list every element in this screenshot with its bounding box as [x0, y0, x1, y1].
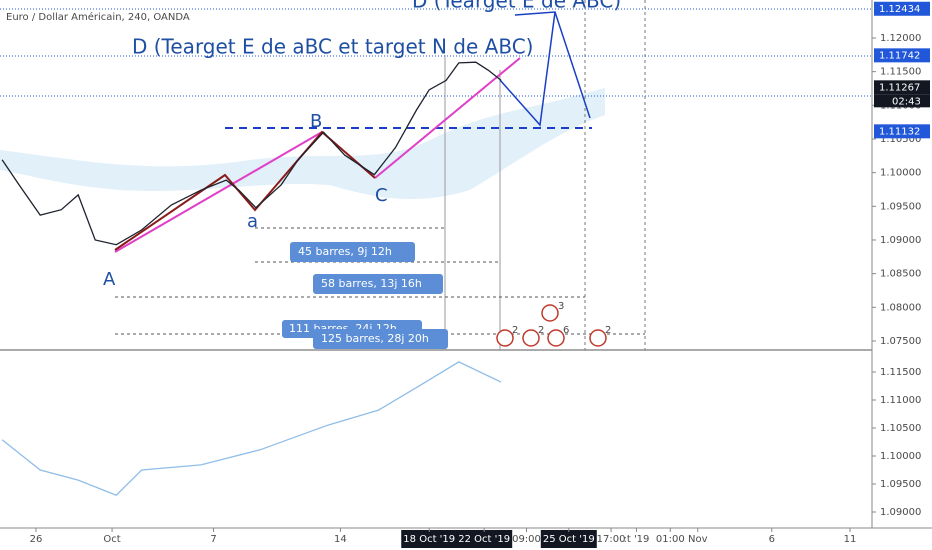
- x-tick-highlight: [456, 530, 513, 548]
- event-count: 2: [605, 325, 611, 336]
- x-tick-label: 6: [769, 534, 775, 545]
- y-tick-label: 1.10000: [880, 451, 921, 462]
- price-line: [1, 61, 502, 246]
- x-tick-label: 11: [844, 534, 857, 545]
- y-tick-label: 1.10500: [880, 423, 921, 434]
- event-count: 2: [538, 325, 544, 336]
- measure-box: [313, 329, 448, 349]
- y-tick-label: 1.09500: [880, 479, 921, 490]
- x-tick-label: 26: [30, 534, 43, 545]
- arrow: [514, 11, 591, 119]
- point-label: B: [310, 111, 322, 132]
- y-tick-label: 1.11000: [880, 395, 921, 406]
- y-tick-label: 1.11500: [880, 367, 921, 378]
- trendline: [114, 131, 323, 253]
- event-badge: [522, 329, 540, 347]
- measure-label: 58 barres, 13j 16h: [321, 277, 422, 290]
- y-tick-label: 1.09500: [880, 201, 921, 212]
- y-tick-label: 1.09000: [880, 235, 921, 246]
- y-tick-label: 1.08500: [880, 269, 921, 280]
- y-tick-label: 1.10000: [880, 168, 921, 179]
- event-count: 2: [512, 325, 518, 336]
- event-count: 6: [563, 325, 569, 336]
- event-badge: [547, 329, 565, 347]
- price-label: 1.12434: [879, 4, 920, 15]
- x-tick-highlight: [540, 530, 597, 548]
- measure-box: [313, 274, 443, 294]
- measure-label: 125 barres, 28j 20h: [321, 332, 429, 345]
- annotation: D (Tearget E de aBC et target N de ABC): [132, 35, 533, 59]
- trendline: [374, 57, 521, 179]
- y-tick-label: 1.09000: [880, 507, 921, 518]
- x-tick-highlight: [401, 530, 458, 548]
- y-tick-label: 1.10500: [880, 134, 921, 145]
- y-tick-label: 1.11500: [880, 67, 921, 78]
- point-label: C: [375, 185, 388, 206]
- price-label: 1.11132: [879, 126, 920, 137]
- arrow: [499, 11, 556, 127]
- x-tick-label: 14: [334, 534, 347, 545]
- zigzag: [114, 130, 376, 251]
- event-badge: [589, 329, 607, 347]
- event-badge: [541, 304, 559, 322]
- x-tick-label: Nov: [688, 534, 708, 545]
- y-tick-label: 1.12000: [880, 33, 921, 44]
- timer-box: [874, 94, 930, 108]
- events: 2 3 2 6 2: [496, 301, 611, 347]
- x-tick-label: 09:00: [512, 534, 541, 545]
- measure-label: 45 barres, 9j 12h: [298, 245, 392, 258]
- event-badge: [496, 329, 514, 347]
- x-tick-label: 7: [210, 534, 216, 545]
- x-tick-label: Oct: [103, 534, 120, 545]
- price-line: [1, 361, 502, 496]
- x-tick-label: :t '19: [623, 534, 649, 545]
- price-label: 1.11267: [879, 82, 920, 93]
- point-label: a: [247, 211, 258, 232]
- x-tick-label: 25 Oct '19: [543, 534, 595, 545]
- y-tick-label: 1.07500: [880, 336, 921, 347]
- point-label: A: [103, 269, 116, 290]
- price-label-box: [874, 48, 930, 63]
- x-tick-label: 01:00: [656, 534, 685, 545]
- price-label-box: [874, 80, 930, 95]
- y-tick-label: 1.08000: [880, 302, 921, 313]
- x-tick-label: 18 Oct '19: [403, 534, 455, 545]
- timer: 02:43: [892, 96, 921, 107]
- event-count: 3: [558, 301, 564, 312]
- price-label: 1.11742: [879, 50, 920, 61]
- x-tick-label: 22 Oct '19: [458, 534, 510, 545]
- price-label-box: [874, 1, 930, 16]
- price-label-box: [874, 124, 930, 139]
- annotation: D (Tearget E de ABC): [412, 0, 621, 13]
- measure-box: [290, 242, 415, 262]
- header: Euro / Dollar Américain, 240, OANDA: [6, 11, 190, 23]
- x-tick-label: 17:00: [597, 534, 626, 545]
- cloud: [0, 88, 605, 200]
